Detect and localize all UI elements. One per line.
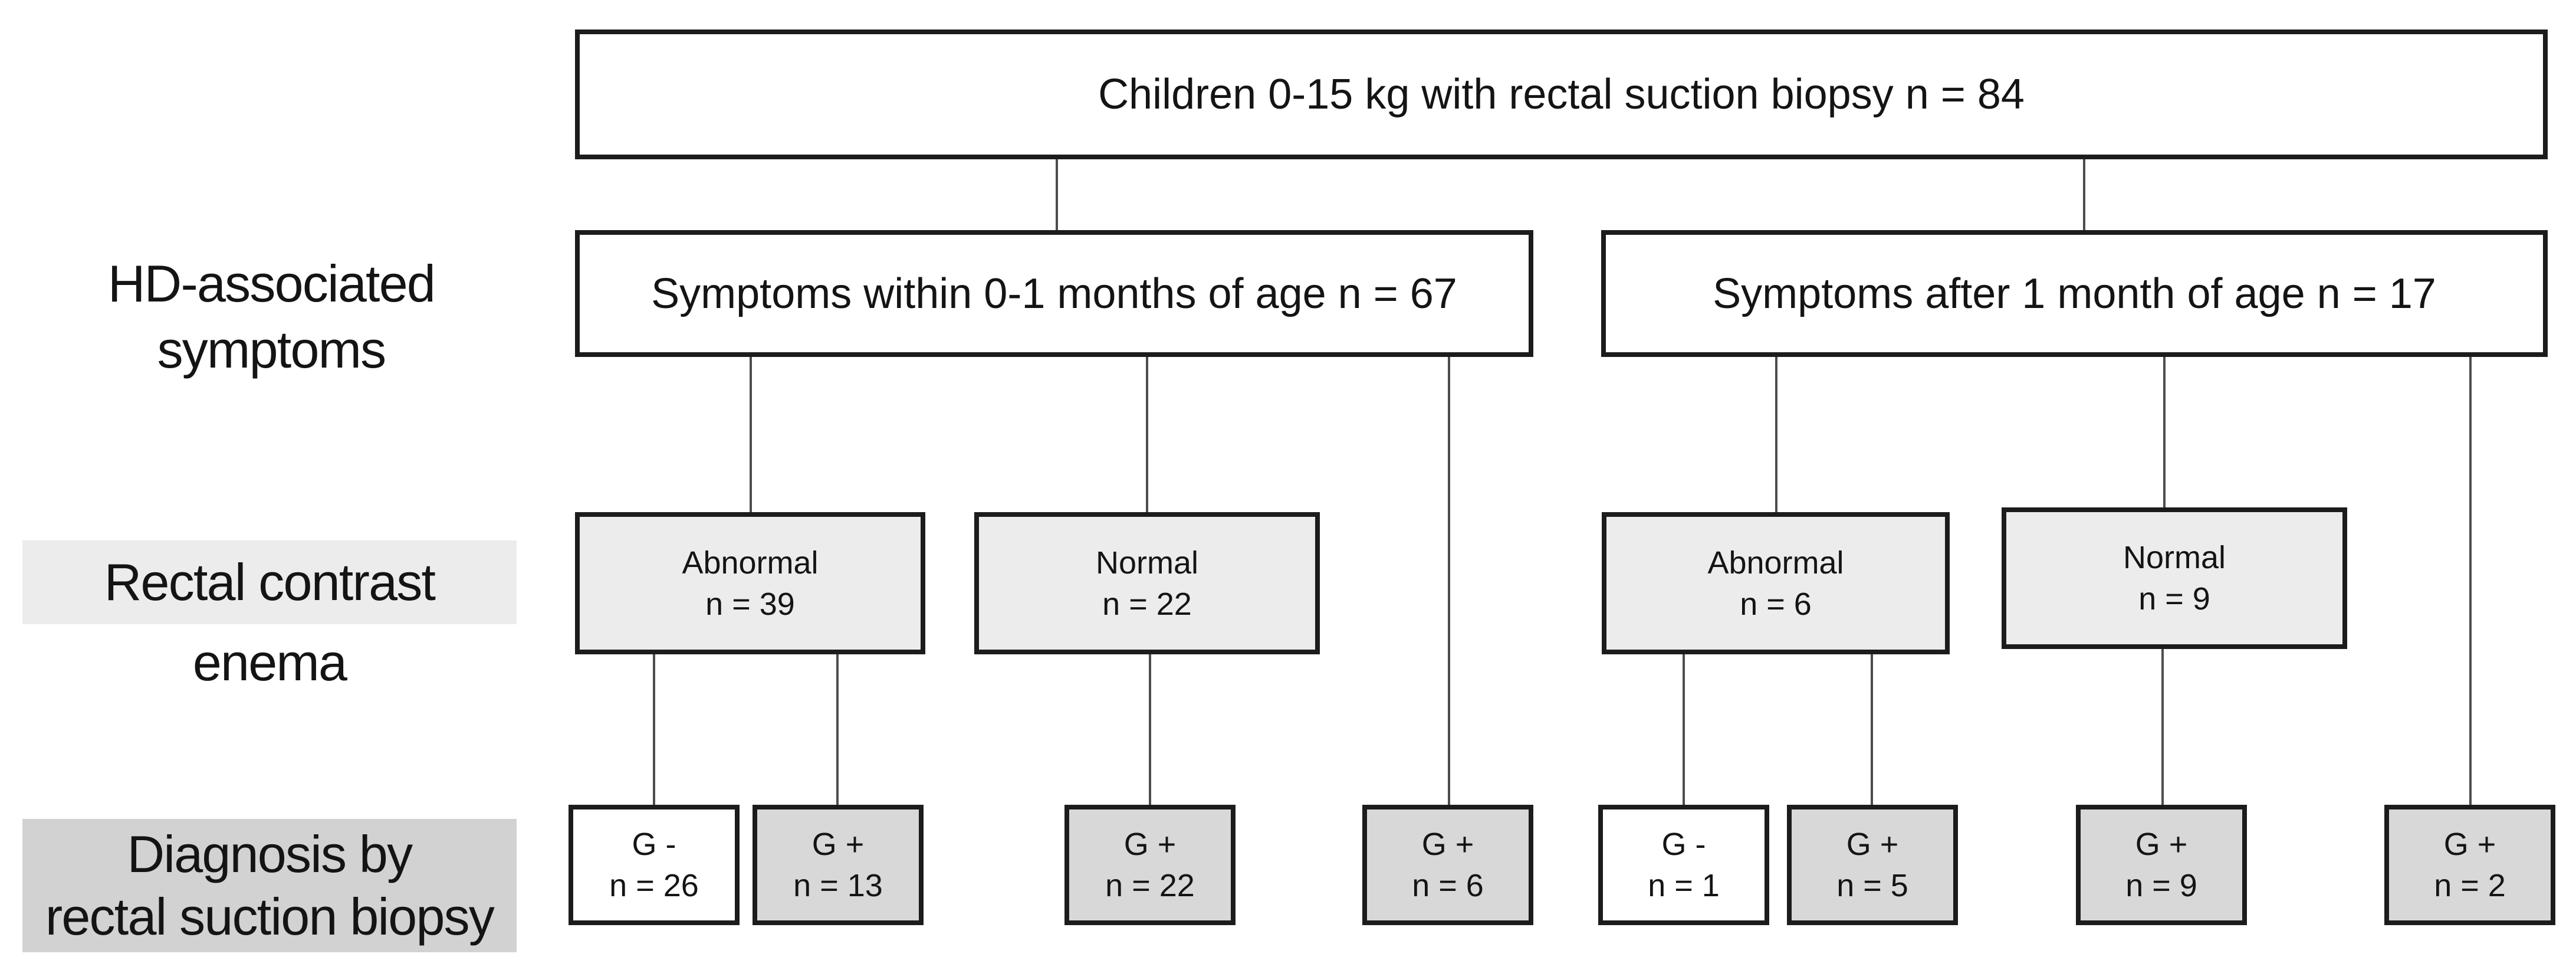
node-count: n = 5 xyxy=(1836,868,1908,903)
node-result: Normal xyxy=(1095,545,1199,581)
node-count: n = 9 xyxy=(2138,581,2210,617)
connector-line xyxy=(1775,357,1777,512)
connector-line xyxy=(1683,654,1685,805)
connector-line xyxy=(2163,357,2166,507)
node-children-total: Children 0-15 kg with rectal suction bio… xyxy=(575,30,2548,159)
node-count: n = 26 xyxy=(609,868,699,903)
node-result: G + xyxy=(2135,827,2188,862)
node-count: n = 9 xyxy=(2125,868,2197,903)
row-label-line: rectal suction biopsy xyxy=(45,887,495,946)
node-count: n = 22 xyxy=(1105,868,1195,903)
node-result: G - xyxy=(1661,827,1706,862)
connector-line xyxy=(1448,357,1450,805)
node-count: n = 2 xyxy=(2434,868,2506,903)
connector-line xyxy=(2161,649,2164,805)
row-label-rectal-contrast-enema-band: Rectal contrast xyxy=(22,540,517,624)
node-enema-abnormal-late: Abnormal n = 6 xyxy=(1602,512,1950,654)
connector-line xyxy=(1146,357,1148,512)
node-biopsy-g-positive-n6: G + n = 6 xyxy=(1362,805,1533,925)
node-count: n = 22 xyxy=(1102,586,1192,622)
node-enema-normal-early: Normal n = 22 xyxy=(974,512,1320,654)
connector-line xyxy=(653,654,655,805)
node-result: G + xyxy=(1421,827,1474,862)
connector-line xyxy=(750,357,752,512)
node-label: Children 0-15 kg with rectal suction bio… xyxy=(1098,71,2025,118)
node-result: G + xyxy=(1846,827,1899,862)
node-biopsy-g-positive-n2: G + n = 2 xyxy=(2384,805,2555,925)
node-count: n = 6 xyxy=(1740,586,1812,622)
connector-line xyxy=(1056,159,1058,230)
node-biopsy-g-positive-n9: G + n = 9 xyxy=(2076,805,2247,925)
node-result: Abnormal xyxy=(682,545,819,581)
row-label-rectal-contrast-enema-line2: enema xyxy=(22,624,517,701)
node-count: n = 6 xyxy=(1412,868,1484,903)
node-result: Normal xyxy=(2122,540,2226,575)
node-enema-normal-late: Normal n = 9 xyxy=(2002,507,2347,649)
connector-line xyxy=(836,654,839,805)
node-count: n = 39 xyxy=(705,586,795,622)
connector-line xyxy=(2469,357,2472,805)
connector-line xyxy=(1149,654,1151,805)
node-count: n = 13 xyxy=(793,868,883,903)
connector-line xyxy=(2083,159,2085,230)
node-count: n = 1 xyxy=(1648,868,1720,903)
row-label-line: Rectal contrast xyxy=(104,553,436,611)
node-biopsy-g-negative-n1: G - n = 1 xyxy=(1598,805,1769,925)
node-biopsy-g-negative-n26: G - n = 26 xyxy=(569,805,740,925)
row-label-line: HD-associated xyxy=(107,254,436,313)
node-label: Symptoms within 0-1 months of age n = 67 xyxy=(651,270,1457,317)
row-label-line: enema xyxy=(192,633,347,691)
row-label-diagnosis-by-rectal-suction-biopsy: Diagnosis by rectal suction biopsy xyxy=(22,819,517,952)
row-label-hd-associated-symptoms: HD-associated symptoms xyxy=(24,251,519,383)
connector-line xyxy=(1871,654,1873,805)
row-label-line: Diagnosis by xyxy=(127,825,413,883)
node-biopsy-g-positive-n13: G + n = 13 xyxy=(753,805,924,925)
node-biopsy-g-positive-n22: G + n = 22 xyxy=(1064,805,1236,925)
node-result: G + xyxy=(1123,827,1177,862)
row-label-line: symptoms xyxy=(157,320,387,379)
node-symptoms-within-0-1-months: Symptoms within 0-1 months of age n = 67 xyxy=(575,230,1533,357)
node-result: Abnormal xyxy=(1707,545,1844,581)
node-result: G - xyxy=(632,827,676,862)
node-symptoms-after-1-month: Symptoms after 1 month of age n = 17 xyxy=(1601,230,2548,357)
node-biopsy-g-positive-n5: G + n = 5 xyxy=(1787,805,1958,925)
node-result: G + xyxy=(811,827,865,862)
node-enema-abnormal-early: Abnormal n = 39 xyxy=(575,512,925,654)
node-label: Symptoms after 1 month of age n = 17 xyxy=(1713,270,2436,317)
node-result: G + xyxy=(2443,827,2496,862)
